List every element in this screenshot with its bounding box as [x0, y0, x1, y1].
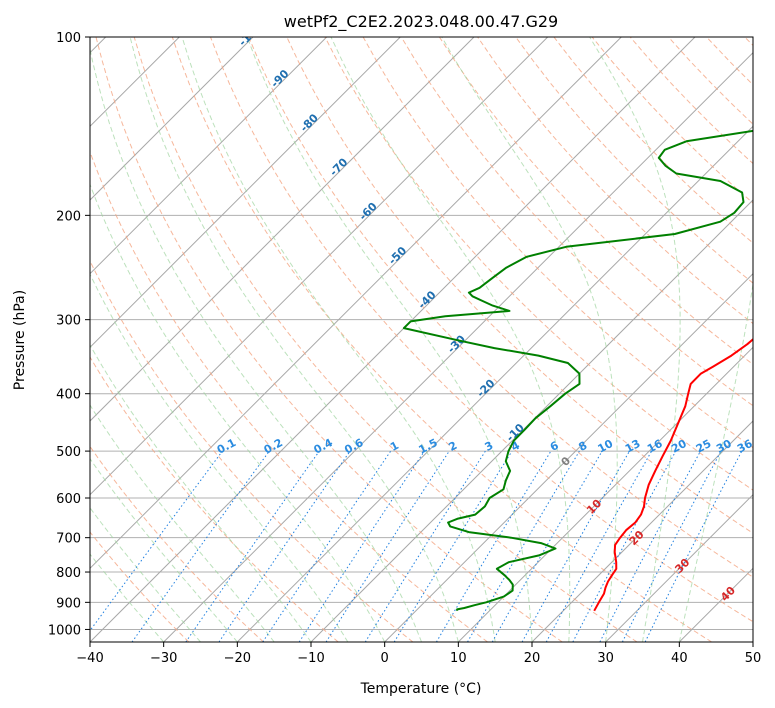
mixing-ratio-line — [644, 450, 743, 642]
dry-adiabat-line — [210, 37, 753, 623]
mixing-ratio-line — [90, 450, 223, 632]
x-tick-label: 40 — [671, 651, 688, 666]
isotherm-line — [90, 37, 622, 570]
dry-adiabat-line — [133, 37, 638, 642]
moist-adiabat-line — [678, 281, 753, 642]
dry-adiabat-line — [90, 445, 264, 642]
dry-adiabat-line — [90, 531, 190, 642]
moist-adiabat-line — [90, 344, 312, 642]
x-tick-label: 10 — [450, 651, 467, 666]
isotherm-line — [90, 37, 328, 275]
isotherm-line — [90, 37, 254, 201]
mixing-ratio-line — [298, 450, 425, 642]
moist-adiabat-line — [589, 37, 681, 642]
y-axis-title: Pressure (hPa) — [12, 290, 28, 390]
dry-adiabat-line — [324, 37, 753, 491]
mixing-ratio-line — [131, 450, 270, 642]
mixing-ratio-label: 25 — [694, 437, 714, 456]
mixing-ratio-line — [218, 450, 351, 642]
dry-adiabat-line — [90, 356, 339, 642]
mixing-ratio-label: 20 — [669, 437, 689, 456]
x-tick-label: −40 — [76, 651, 103, 666]
isotherm-line — [531, 420, 753, 642]
plot-frame — [89, 36, 754, 643]
dry-adiabat-line — [438, 37, 753, 366]
mixing-ratio-line — [325, 450, 450, 642]
mixing-ratio-label: 16 — [645, 437, 665, 456]
moist-adiabat-line — [90, 182, 386, 642]
isotherm-line — [90, 37, 475, 422]
mixing-ratio-line — [262, 450, 392, 642]
mixing-ratio-line — [545, 450, 653, 642]
mixing-ratio-label: 13 — [623, 437, 643, 456]
profile-lines — [402, 129, 753, 612]
x-tick-label: 50 — [745, 651, 762, 666]
dry-adiabat-line — [95, 37, 563, 642]
isotherm-line — [90, 37, 549, 496]
y-tick-label: 500 — [56, 445, 81, 460]
dewpoint-profile-line — [402, 129, 753, 611]
y-tick-label: 700 — [56, 532, 81, 547]
moist-adiabat-line — [90, 404, 275, 642]
mixing-ratio-line — [185, 450, 320, 642]
isotherm-line — [90, 37, 401, 349]
background-lines — [90, 37, 753, 642]
y-tick-label: 100 — [56, 31, 81, 46]
moist-adiabat-line — [90, 273, 349, 642]
isotherm-line — [457, 346, 753, 642]
dry-adiabat-label: -100 — [236, 20, 265, 49]
x-tick-label: −30 — [150, 651, 177, 666]
mixing-ratio-label: 30 — [714, 437, 734, 456]
dry-adiabat-line — [248, 37, 753, 578]
isotherm-line — [605, 493, 753, 642]
isotherm-line — [384, 272, 753, 642]
x-tick-label: 20 — [524, 651, 541, 666]
dry-adiabat-line — [90, 259, 414, 642]
x-tick-label: −10 — [297, 651, 324, 666]
moist-adiabat-line — [246, 37, 533, 642]
dry-adiabat-line — [90, 150, 488, 642]
y-tick-label: 200 — [56, 209, 81, 224]
moist-adiabat-line — [181, 37, 496, 642]
mixing-ratio-line — [521, 450, 630, 642]
isotherm-line — [236, 125, 753, 642]
x-tick-label: −20 — [224, 651, 251, 666]
dry-adiabat-line — [171, 37, 712, 642]
mixing-ratio-label: 10 — [596, 437, 616, 456]
x-tick-label: 0 — [381, 651, 389, 666]
moist-adiabat-line — [129, 37, 459, 642]
dry-adiabat-line — [400, 37, 753, 407]
moist-adiabat-line — [330, 37, 571, 642]
x-tick-label: 30 — [597, 651, 614, 666]
mixing-ratio-line — [572, 450, 677, 642]
dry-adiabat-line — [515, 37, 753, 284]
mixing-ratio-line — [393, 450, 513, 642]
y-tick-label: 900 — [56, 596, 81, 611]
moist-adiabat-line — [90, 457, 238, 642]
isotherm-line — [163, 51, 753, 642]
y-tick-label: 800 — [56, 566, 81, 581]
moist-adiabat-line — [90, 46, 422, 642]
temperature-profile-line — [593, 338, 753, 612]
x-axis: −40 −30 −20 −10 0 10 20 30 40 50 — [76, 642, 761, 666]
y-axis: 100 200 300 400 500 600 700 800 900 1000 — [48, 31, 90, 638]
y-tick-label: 600 — [56, 492, 81, 507]
chart-title: wetPf2_C2E2.2023.048.00.47.G29 — [284, 12, 558, 32]
y-tick-label: 400 — [56, 388, 81, 403]
x-axis-title: Temperature (°C) — [360, 681, 482, 697]
y-tick-label: 300 — [56, 314, 81, 329]
moist-adiabat-line — [441, 37, 618, 642]
y-tick-label: 1000 — [48, 623, 81, 638]
mixing-ratio-label: 36 — [735, 437, 755, 456]
